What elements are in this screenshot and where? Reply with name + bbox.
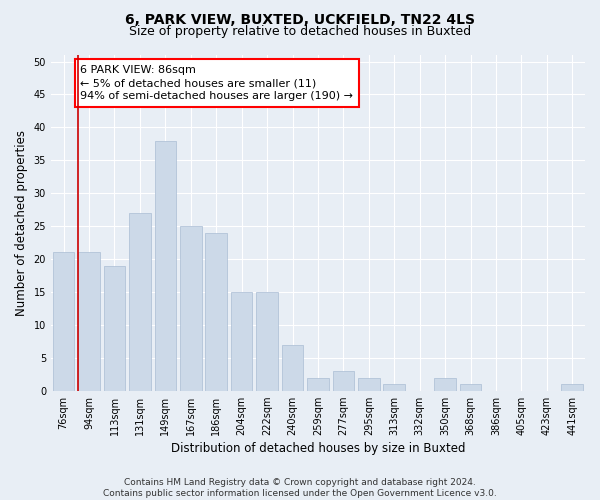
Bar [53,252,74,390]
X-axis label: Distribution of detached houses by size in Buxted: Distribution of detached houses by size … [171,442,465,455]
Bar [104,266,125,390]
Bar [460,384,481,390]
Bar [282,344,304,391]
Text: Contains HM Land Registry data © Crown copyright and database right 2024.
Contai: Contains HM Land Registry data © Crown c… [103,478,497,498]
Bar [205,232,227,390]
Text: 6, PARK VIEW, BUXTED, UCKFIELD, TN22 4LS: 6, PARK VIEW, BUXTED, UCKFIELD, TN22 4LS [125,12,475,26]
Bar [180,226,202,390]
Bar [256,292,278,390]
Text: Size of property relative to detached houses in Buxted: Size of property relative to detached ho… [129,25,471,38]
Text: 6 PARK VIEW: 86sqm
← 5% of detached houses are smaller (11)
94% of semi-detached: 6 PARK VIEW: 86sqm ← 5% of detached hous… [80,65,353,102]
Bar [307,378,329,390]
Bar [383,384,405,390]
Y-axis label: Number of detached properties: Number of detached properties [15,130,28,316]
Bar [562,384,583,390]
Bar [358,378,380,390]
Bar [129,213,151,390]
Bar [231,292,253,390]
Bar [332,371,354,390]
Bar [78,252,100,390]
Bar [155,140,176,390]
Bar [434,378,456,390]
